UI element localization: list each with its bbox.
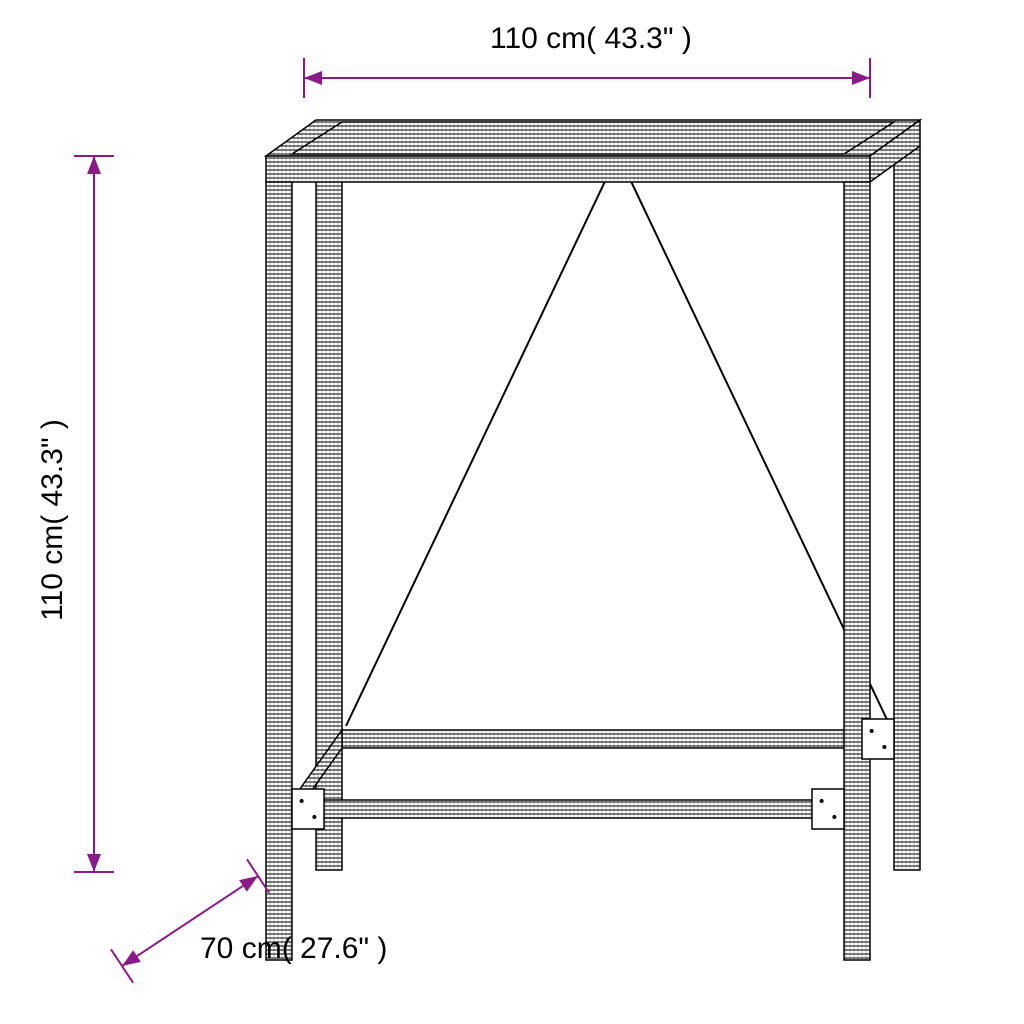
- dim-height-label: 110 cm( 43.3" ): [36, 419, 69, 621]
- dim-width-label: 110 cm( 43.3" ): [490, 22, 692, 55]
- table-illustration: [266, 120, 920, 960]
- dim-depth-label: 70 cm( 27.6" ): [200, 932, 387, 965]
- dimension-diagram: 110 cm( 43.3" ) 110 cm( 43.3" ) 70 cm( 27.…: [0, 0, 1024, 1024]
